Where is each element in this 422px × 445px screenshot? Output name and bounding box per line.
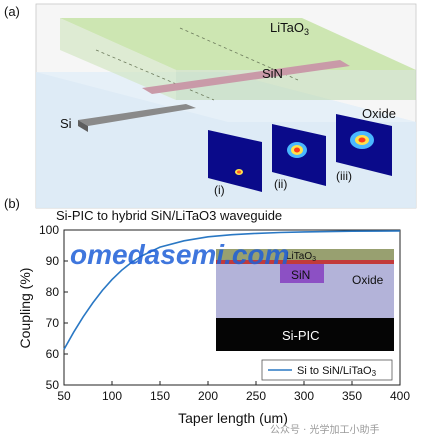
y-tick-label: 100 (39, 223, 59, 237)
y-tick-label: 50 (46, 378, 60, 392)
x-tick-label: 350 (342, 389, 362, 403)
litao3-label: LiTaO3 (270, 20, 309, 37)
litao3-side (60, 18, 176, 100)
coupling-chart: 50 100 150 200 250 300 350 400 50 60 70 80 90 100 Li… (39, 223, 410, 403)
x-tick-label: 250 (246, 389, 266, 403)
y-tick-label: 90 (46, 254, 60, 268)
x-tick-label: 400 (390, 389, 410, 403)
panel-b-label: (b) (4, 196, 20, 211)
sin-label: SiN (262, 66, 283, 81)
x-axis-label: Taper length (um) (178, 410, 288, 426)
oxide-label: Oxide (362, 106, 396, 121)
cross-section-inset: LiTaO3 SiN Oxide Si-PIC (216, 249, 394, 351)
inset-interface (216, 260, 394, 264)
sin-waveguide (142, 60, 350, 94)
mode-image-i (208, 130, 262, 192)
watermark-main: omedasemi.com (70, 239, 289, 270)
chart-title: Si-PIC to hybrid SiN/LiTaO3 waveguide (56, 208, 282, 223)
mode-label-iii: (iii) (336, 169, 352, 183)
inset-si-pic-label: Si-PIC (282, 328, 320, 343)
y-tick-label: 60 (46, 347, 60, 361)
panel-a-label: (a) (4, 4, 20, 19)
watermark-corner: 公众号 · 光学加工小助手 (270, 423, 380, 436)
y-tick-label: 70 (46, 316, 60, 330)
legend-label: Si to SiN/LiTaO3 (297, 365, 377, 378)
inset-litao3-label: LiTaO3 (286, 251, 316, 263)
inset-sin-core (280, 264, 324, 283)
mode-image-ii (272, 124, 326, 186)
inset-oxide-label: Oxide (352, 273, 384, 287)
inset-si-pic (216, 318, 394, 351)
si-waveguide-side (78, 120, 88, 132)
x-tick-label: 200 (198, 389, 218, 403)
inset-sin-label: SiN (291, 268, 310, 282)
x-tick-label: 50 (57, 389, 71, 403)
mode-label-i: (i) (214, 183, 225, 197)
mode-label-ii: (ii) (274, 177, 287, 191)
y-tick-label: 80 (46, 285, 60, 299)
legend-box (261, 359, 393, 381)
y-axis-label: Coupling (%) (17, 268, 33, 349)
mode-image-iii (336, 114, 392, 176)
series-line-si-to-sin-litao3 (63, 230, 401, 350)
x-tick-label: 100 (102, 389, 122, 403)
legend: Si to SiN/LiTaO3 (261, 359, 393, 381)
inset-litao3 (216, 249, 394, 260)
x-tick-label: 300 (294, 389, 314, 403)
litao3-layer (60, 18, 416, 70)
si-waveguide (78, 104, 196, 126)
si-label: Si (60, 116, 72, 131)
device-schematic: LiTaO3 SiN Oxide Si (i) (ii) (iii) (35, 3, 417, 209)
x-tick-label: 150 (150, 389, 170, 403)
